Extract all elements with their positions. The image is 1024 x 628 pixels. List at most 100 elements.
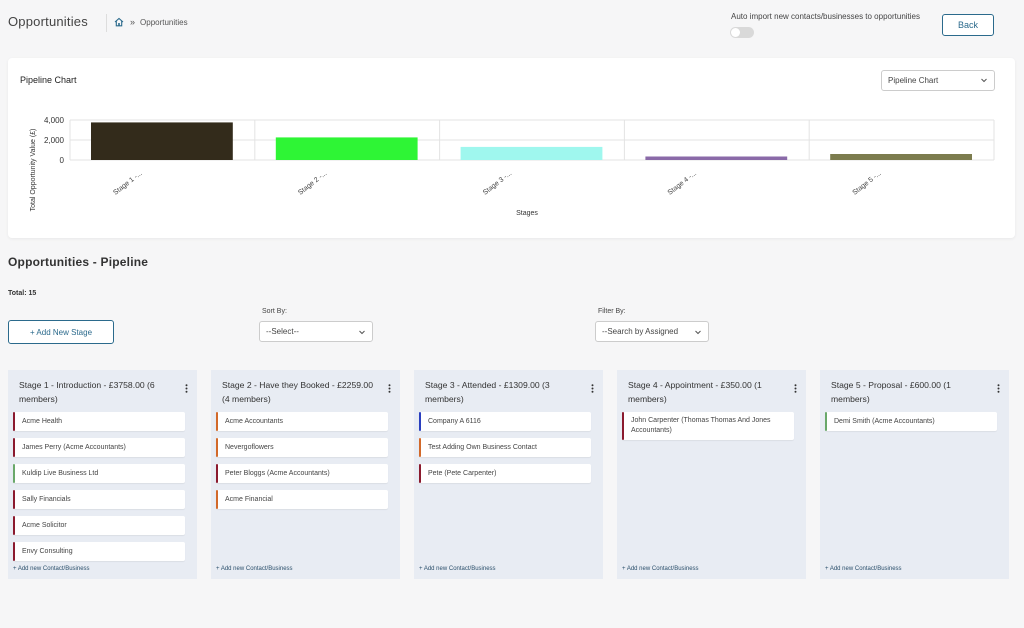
chart-bar — [275, 137, 418, 160]
stage-column: Stage 2 - Have they Booked - £2259.00 (4… — [211, 370, 400, 579]
card-name: Kuldip Live Business Ltd — [22, 470, 99, 477]
card-name: Peter Bloggs (Acme Accountants) — [225, 470, 330, 477]
y-tick-label: 0 — [60, 156, 65, 165]
pipeline-section-title: Opportunities - Pipeline — [8, 255, 149, 269]
opportunity-card[interactable]: Test Adding Own Business Contact — [419, 438, 591, 457]
opportunity-card[interactable]: John Carpenter (Thomas Thomas And Jones … — [622, 412, 794, 440]
add-new-stage-button[interactable]: + Add New Stage — [8, 320, 114, 344]
opportunity-card[interactable]: James Perry (Acme Accountants) — [13, 438, 185, 457]
chart-bar — [460, 146, 603, 160]
filter-by-value: --Search by Assigned — [602, 327, 679, 336]
chart-title: Pipeline Chart — [20, 75, 77, 85]
title-divider — [106, 14, 107, 32]
breadcrumb-separator: » — [130, 17, 136, 27]
more-vertical-icon[interactable] — [591, 384, 594, 393]
total-count: Total: 15 — [8, 290, 37, 297]
more-vertical-icon[interactable] — [997, 384, 1000, 393]
sort-by-label: Sort By: — [262, 308, 287, 315]
auto-import-label: Auto import new contacts/businesses to o… — [731, 12, 920, 21]
card-color-bar — [419, 438, 421, 457]
card-name: Test Adding Own Business Contact — [428, 444, 537, 451]
chart-type-select[interactable]: Pipeline Chart — [881, 70, 995, 91]
home-icon[interactable] — [114, 17, 124, 27]
opportunity-card[interactable]: Nevergoflowers — [216, 438, 388, 457]
card-color-bar — [13, 490, 15, 509]
card-color-bar — [13, 542, 15, 561]
opportunity-card[interactable]: Demi Smith (Acme Accountants) — [825, 412, 997, 431]
breadcrumb: » Opportunities — [114, 17, 188, 27]
stage-title: Stage 5 - Proposal - £600.00 (1 members) — [831, 380, 951, 404]
card-name: James Perry (Acme Accountants) — [22, 444, 126, 451]
card-name: Acme Financial — [225, 496, 273, 503]
stage-column: Stage 3 - Attended - £1309.00 (3 members… — [414, 370, 603, 579]
filter-by-select[interactable]: --Search by Assigned — [595, 321, 709, 342]
opportunity-card[interactable]: Sally Financials — [13, 490, 185, 509]
stage-title: Stage 4 - Appointment - £350.00 (1 membe… — [628, 380, 762, 404]
card-color-bar — [13, 412, 15, 431]
sort-by-select[interactable]: --Select-- — [259, 321, 373, 342]
chart-bar — [830, 154, 972, 160]
card-color-bar — [13, 438, 15, 457]
add-contact-link[interactable]: + Add new Contact/Business — [419, 566, 496, 572]
card-name: Pete (Pete Carpenter) — [428, 470, 497, 477]
card-name: Envy Consulting — [22, 548, 73, 555]
card-color-bar — [13, 464, 15, 483]
stage-column: Stage 4 - Appointment - £350.00 (1 membe… — [617, 370, 806, 579]
card-color-bar — [419, 464, 421, 483]
pipeline-bar-chart: 4,000 2,000 0 Stage 1 -... Stage 2 -... Stage… — [30, 116, 995, 217]
x-tick-label: Stage 2 -... — [297, 170, 328, 197]
card-color-bar — [216, 490, 218, 509]
opportunity-card[interactable]: Pete (Pete Carpenter) — [419, 464, 591, 483]
card-color-bar — [216, 412, 218, 431]
y-axis-label: Total Opportunity Value (£) — [30, 129, 37, 212]
opportunity-card[interactable]: Acme Accountants — [216, 412, 388, 431]
x-tick-label: Stage 1 -... — [112, 170, 143, 197]
opportunity-card[interactable]: Acme Health — [13, 412, 185, 431]
more-vertical-icon[interactable] — [185, 384, 188, 393]
chevron-down-icon — [695, 330, 701, 335]
stage-column: Stage 1 - Introduction - £3758.00 (6 mem… — [8, 370, 197, 579]
chart-bar — [645, 156, 788, 160]
card-color-bar — [216, 438, 218, 457]
x-tick-label: Stage 5 -... — [852, 170, 883, 197]
x-tick-label: Stage 4 -... — [667, 170, 698, 197]
opportunity-card[interactable]: Kuldip Live Business Ltd — [13, 464, 185, 483]
x-axis-label: Stages — [516, 210, 538, 217]
card-name: Demi Smith (Acme Accountants) — [834, 418, 935, 425]
sort-by-value: --Select-- — [266, 327, 299, 336]
card-name: Sally Financials — [22, 496, 71, 503]
opportunity-card[interactable]: Company A 6116 — [419, 412, 591, 431]
toggle-knob — [731, 28, 740, 37]
add-contact-link[interactable]: + Add new Contact/Business — [825, 566, 902, 572]
card-color-bar — [419, 412, 421, 431]
add-contact-link[interactable]: + Add new Contact/Business — [216, 566, 293, 572]
opportunity-card[interactable]: Envy Consulting — [13, 542, 185, 561]
card-color-bar — [216, 464, 218, 483]
opportunity-card[interactable]: Acme Financial — [216, 490, 388, 509]
add-contact-link[interactable]: + Add new Contact/Business — [622, 566, 699, 572]
chevron-down-icon — [981, 78, 987, 83]
opportunity-card[interactable]: Peter Bloggs (Acme Accountants) — [216, 464, 388, 483]
card-name: Company A 6116 — [428, 418, 481, 425]
auto-import-toggle[interactable] — [730, 27, 754, 38]
page-title: Opportunities — [8, 14, 88, 29]
back-button[interactable]: Back — [942, 14, 994, 36]
stage-title: Stage 1 - Introduction - £3758.00 (6 mem… — [19, 380, 155, 404]
y-tick-label: 2,000 — [44, 136, 65, 145]
card-name: Nevergoflowers — [225, 444, 274, 451]
more-vertical-icon[interactable] — [388, 384, 391, 393]
stage-title: Stage 2 - Have they Booked - £2259.00 (4… — [222, 380, 373, 404]
card-color-bar — [825, 412, 827, 431]
card-color-bar — [13, 516, 15, 535]
more-vertical-icon[interactable] — [794, 384, 797, 393]
filter-by-label: Filter By: — [598, 308, 626, 315]
opportunity-card[interactable]: Acme Solicitor — [13, 516, 185, 535]
x-tick-label: Stage 3 -... — [482, 170, 513, 197]
stage-title: Stage 3 - Attended - £1309.00 (3 members… — [425, 380, 550, 404]
breadcrumb-current: Opportunities — [140, 17, 188, 27]
add-contact-link[interactable]: + Add new Contact/Business — [13, 566, 90, 572]
stage-column: Stage 5 - Proposal - £600.00 (1 members)… — [820, 370, 1009, 579]
chart-bar — [91, 122, 233, 160]
chevron-down-icon — [359, 330, 365, 335]
card-color-bar — [622, 412, 624, 440]
